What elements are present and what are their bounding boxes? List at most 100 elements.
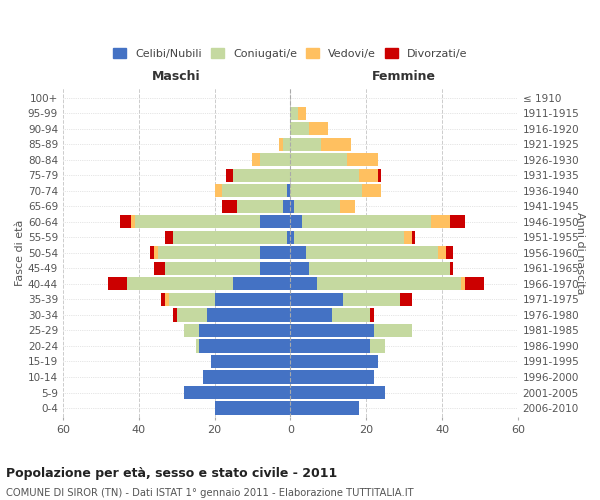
Bar xyxy=(203,370,290,384)
Bar xyxy=(290,324,374,337)
Bar xyxy=(215,184,222,198)
Bar xyxy=(127,278,233,290)
Bar xyxy=(199,340,290,352)
Bar xyxy=(237,200,283,213)
Bar xyxy=(340,200,355,213)
Bar xyxy=(347,153,377,166)
Bar xyxy=(412,230,415,244)
Bar xyxy=(446,246,454,260)
Bar xyxy=(184,386,290,399)
Bar xyxy=(184,324,199,337)
Bar xyxy=(310,262,449,275)
Bar xyxy=(290,153,347,166)
Bar xyxy=(260,246,290,260)
Bar xyxy=(359,168,377,182)
Bar xyxy=(294,200,340,213)
Bar xyxy=(290,184,362,198)
Bar xyxy=(290,355,377,368)
Bar xyxy=(290,340,370,352)
Bar xyxy=(222,200,237,213)
Bar xyxy=(332,308,370,322)
Bar xyxy=(215,293,290,306)
Text: COMUNE DI SIROR (TN) - Dati ISTAT 1° gennaio 2011 - Elaborazione TUTTITALIA.IT: COMUNE DI SIROR (TN) - Dati ISTAT 1° gen… xyxy=(6,488,413,498)
Bar xyxy=(290,200,294,213)
Bar xyxy=(302,215,431,228)
Bar xyxy=(305,246,438,260)
Y-axis label: Fasce di età: Fasce di età xyxy=(15,220,25,286)
Bar xyxy=(135,215,260,228)
Bar xyxy=(150,246,154,260)
Bar xyxy=(287,184,290,198)
Bar xyxy=(290,168,359,182)
Bar xyxy=(290,370,374,384)
Bar xyxy=(233,168,290,182)
Bar xyxy=(154,246,158,260)
Bar xyxy=(370,308,374,322)
Bar xyxy=(370,340,385,352)
Bar xyxy=(290,106,298,120)
Bar xyxy=(290,293,343,306)
Bar xyxy=(320,138,351,151)
Bar xyxy=(173,308,176,322)
Bar xyxy=(438,246,446,260)
Bar xyxy=(283,138,290,151)
Bar xyxy=(290,215,302,228)
Bar xyxy=(211,355,290,368)
Bar xyxy=(131,215,135,228)
Text: Popolazione per età, sesso e stato civile - 2011: Popolazione per età, sesso e stato civil… xyxy=(6,468,337,480)
Bar xyxy=(465,278,484,290)
Bar xyxy=(377,168,382,182)
Bar xyxy=(343,293,400,306)
Bar xyxy=(253,153,260,166)
Text: Femmine: Femmine xyxy=(372,70,436,83)
Bar xyxy=(400,293,412,306)
Bar xyxy=(196,340,199,352)
Bar xyxy=(290,402,359,414)
Bar xyxy=(165,262,260,275)
Bar xyxy=(260,153,290,166)
Bar xyxy=(290,262,310,275)
Bar xyxy=(109,278,127,290)
Y-axis label: Anni di nascita: Anni di nascita xyxy=(575,212,585,294)
Bar xyxy=(449,215,465,228)
Bar xyxy=(290,122,310,136)
Bar xyxy=(449,262,454,275)
Bar xyxy=(161,293,165,306)
Bar xyxy=(290,386,385,399)
Bar xyxy=(165,293,169,306)
Bar xyxy=(226,168,233,182)
Bar xyxy=(290,230,294,244)
Bar xyxy=(404,230,412,244)
Bar xyxy=(294,230,404,244)
Bar xyxy=(199,324,290,337)
Bar xyxy=(283,200,290,213)
Bar xyxy=(290,278,317,290)
Bar xyxy=(222,184,287,198)
Text: Maschi: Maschi xyxy=(152,70,201,83)
Bar xyxy=(158,246,260,260)
Bar xyxy=(290,138,320,151)
Legend: Celibi/Nubili, Coniugati/e, Vedovi/e, Divorzati/e: Celibi/Nubili, Coniugati/e, Vedovi/e, Di… xyxy=(113,48,467,58)
Bar xyxy=(207,308,290,322)
Bar xyxy=(362,184,382,198)
Bar xyxy=(215,402,290,414)
Bar xyxy=(310,122,328,136)
Bar xyxy=(260,262,290,275)
Bar xyxy=(374,324,412,337)
Bar xyxy=(279,138,283,151)
Bar xyxy=(173,230,287,244)
Bar xyxy=(298,106,305,120)
Bar xyxy=(287,230,290,244)
Bar xyxy=(120,215,131,228)
Bar xyxy=(260,215,290,228)
Bar xyxy=(169,293,215,306)
Bar xyxy=(165,230,173,244)
Bar xyxy=(290,246,305,260)
Bar xyxy=(176,308,207,322)
Bar xyxy=(317,278,461,290)
Bar xyxy=(290,308,332,322)
Bar xyxy=(154,262,165,275)
Bar xyxy=(233,278,290,290)
Bar xyxy=(461,278,465,290)
Bar xyxy=(431,215,449,228)
